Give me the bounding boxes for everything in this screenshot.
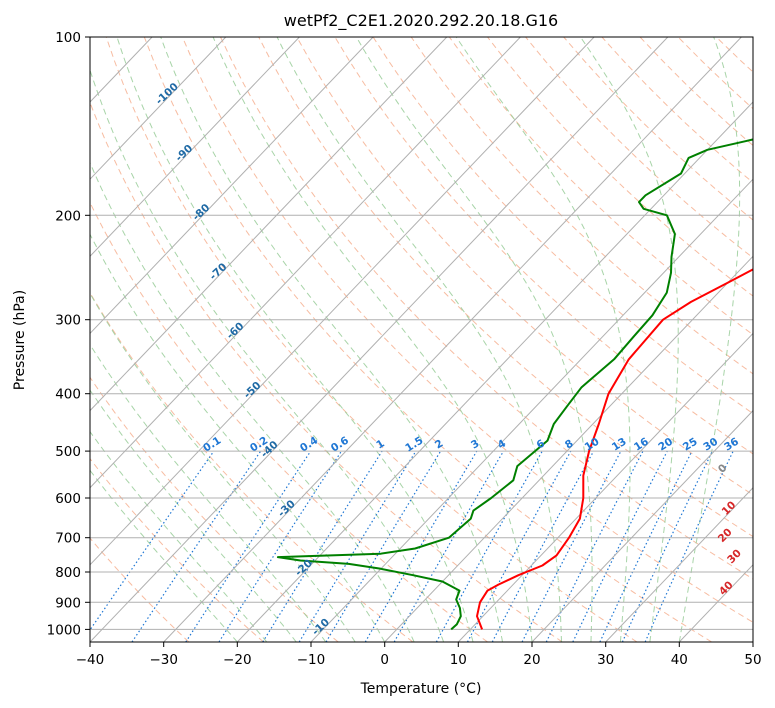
dry-adiabat-line	[90, 201, 488, 642]
dry-adiabat-line	[487, 37, 753, 297]
x-tick-label: 50	[744, 652, 761, 668]
isotherm-line	[90, 37, 300, 258]
isobars	[90, 37, 753, 630]
moist-adiabat-line	[212, 37, 533, 642]
x-tick-label: −20	[223, 652, 252, 668]
isotherm-line	[163, 37, 742, 642]
x-tick-label: 40	[671, 652, 688, 668]
x-tick-label: 20	[523, 652, 540, 668]
dewpoint-profile-line	[276, 138, 753, 631]
x-tick-label: −30	[149, 652, 178, 668]
dry-adiabat-line	[90, 457, 264, 642]
mixing-ratio-line	[90, 450, 215, 632]
dry-adiabat-line	[105, 37, 638, 642]
moist-adiabat-line	[90, 430, 268, 642]
dry-adiabat-line	[372, 37, 753, 415]
dry-adiabat-line	[448, 37, 753, 336]
dry-adiabat-line	[410, 37, 753, 375]
y-axis: 100 200 300 400 500 600 700 800 900 1000	[47, 30, 90, 638]
moist-adiabat-line	[90, 389, 297, 642]
isotherm-line	[236, 101, 753, 642]
moist-adiabat-line	[678, 37, 741, 642]
dry-adiabat-line	[334, 37, 753, 455]
moist-adiabats	[90, 37, 741, 642]
isotherm-line	[457, 332, 753, 642]
x-axis-label: Temperature (°C)	[360, 681, 482, 697]
moist-adiabat-line	[90, 343, 327, 642]
dry-adiabat-line	[143, 37, 712, 642]
isotherm-line	[90, 37, 374, 335]
mixing-ratio-line	[435, 450, 543, 642]
moist-adiabat-line	[160, 37, 503, 642]
mixing-ratio-line	[298, 450, 417, 642]
y-tick-label: 600	[55, 491, 81, 507]
moist-adiabat-line	[90, 469, 238, 642]
x-tick-label: 0	[380, 652, 389, 668]
isotherm-line	[310, 178, 753, 642]
y-tick-label: 100	[55, 30, 81, 46]
plot-frame	[89, 36, 754, 643]
x-tick-label: −40	[76, 652, 105, 668]
y-axis-label: Pressure (hPa)	[12, 290, 28, 390]
y-tick-label: 400	[55, 387, 81, 403]
dry-adiabat-line	[181, 37, 753, 623]
x-tick-label: 10	[450, 652, 467, 668]
y-tick-label: 800	[55, 565, 81, 581]
isotherm-line	[90, 37, 595, 566]
isotherm-line	[531, 409, 753, 642]
chart-title: wetPf2_C2E1.2020.292.20.18.G16	[284, 11, 558, 31]
isotherm-line	[90, 37, 521, 489]
mixing-ratio-line	[185, 450, 312, 642]
mixing-ratio-line	[218, 450, 343, 642]
mixing-ratio-line	[131, 450, 262, 642]
y-tick-label: 1000	[47, 622, 81, 638]
x-tick-label: −10	[297, 652, 326, 668]
y-tick-label: 700	[55, 531, 81, 547]
plot-area: 0.1 0.2 0.4 0.6 1 1.5 2 3 4 6 8 10 13 16 20 25 30 36-100-…	[90, 37, 753, 642]
isotherms	[90, 37, 753, 642]
moist-adiabat-line	[455, 37, 631, 642]
moist-adiabat-line	[90, 292, 356, 642]
temperature-profile-line	[476, 268, 753, 630]
dry-adiabat-line	[90, 101, 563, 642]
moist-adiabat-line	[355, 37, 593, 642]
moist-adiabat-line	[276, 37, 562, 642]
mixing-ratio-line	[572, 450, 668, 642]
moist-adiabat-line	[116, 37, 474, 642]
moist-adiabat-line	[580, 37, 679, 642]
isotherm-line	[90, 37, 227, 180]
isotherm-line	[605, 487, 753, 642]
y-tick-label: 900	[55, 595, 81, 611]
y-tick-label: 500	[55, 444, 81, 460]
moist-adiabat-line	[90, 68, 445, 642]
series-layer	[276, 138, 753, 631]
mixing-ratio-line	[466, 450, 572, 642]
dry-adiabat-line	[220, 37, 753, 580]
y-tick-label: 200	[55, 208, 81, 224]
y-tick-label: 300	[55, 313, 81, 329]
mixing-ratio-line	[545, 450, 644, 642]
moist-adiabat-line	[90, 233, 386, 642]
isotherm-line	[384, 255, 753, 642]
dry-adiabat-line	[296, 37, 753, 496]
x-axis: −40 −30 −20 −10 0 10 20 30 40 50	[76, 642, 762, 668]
isotherm-line	[90, 37, 669, 642]
isotherm-line	[90, 37, 448, 412]
x-tick-label: 30	[597, 652, 614, 668]
dry-adiabat-line	[258, 37, 753, 538]
